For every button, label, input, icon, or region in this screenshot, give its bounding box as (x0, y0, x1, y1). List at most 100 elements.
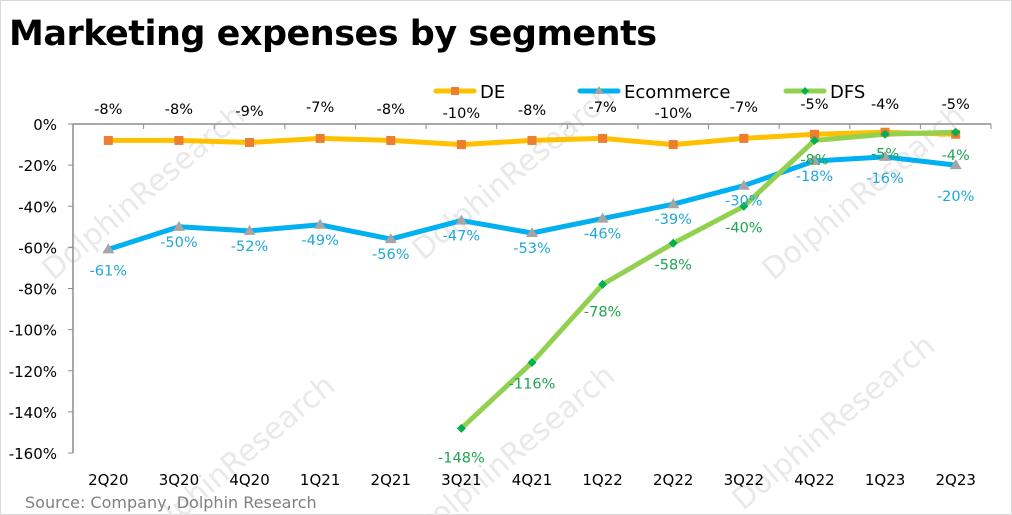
data-label-de: -5% (800, 97, 828, 113)
legend-label-ecommerce: Ecommerce (624, 82, 730, 103)
marker-ecommerce (949, 159, 962, 170)
marker-de (598, 133, 608, 143)
data-label-ecommerce: -30% (725, 194, 762, 210)
x-tick-label: 4Q20 (229, 471, 269, 489)
data-label-dfs: -148% (438, 450, 485, 466)
marker-ecommerce (808, 155, 821, 166)
x-tick-label: 2Q20 (88, 471, 128, 489)
marker-de (668, 140, 678, 150)
legend-label-de: DE (480, 82, 505, 103)
data-label-ecommerce: -52% (231, 239, 268, 255)
marker-ecommerce (314, 218, 327, 229)
marker-dfs (527, 358, 537, 368)
data-label-ecommerce: -49% (301, 233, 338, 249)
x-tick-label: 4Q21 (512, 471, 552, 489)
x-tick-label: 1Q21 (300, 471, 340, 489)
data-label-de: -8% (518, 103, 546, 119)
marker-dfs (880, 129, 890, 139)
marker-dfs (809, 135, 819, 145)
marker-dfs (951, 127, 961, 137)
x-tick-label: 2Q23 (935, 471, 975, 489)
data-label-dfs: -116% (509, 377, 556, 393)
y-tick-label: -80% (18, 281, 57, 299)
marker-de (386, 135, 396, 145)
y-tick-label: -100% (9, 322, 57, 340)
marker-de (456, 140, 466, 150)
marker-ecommerce (102, 243, 115, 254)
marker-dfs (456, 423, 466, 433)
marker-de (315, 133, 325, 143)
x-tick-label: 1Q22 (582, 471, 622, 489)
marker-ecommerce (455, 214, 468, 225)
marker-de (245, 138, 255, 148)
data-label-ecommerce: -16% (866, 171, 903, 187)
data-label-dfs: -40% (725, 220, 762, 236)
data-label-dfs: -5% (871, 146, 899, 162)
x-tick-label: 3Q20 (159, 471, 199, 489)
legend: DE Ecommerce DFS (433, 82, 865, 103)
series-line-dfs (458, 129, 959, 431)
x-tick-label: 2Q22 (653, 471, 693, 489)
marker-de (739, 133, 749, 143)
data-label-ecommerce: -50% (160, 235, 197, 251)
y-tick-label: -160% (9, 445, 57, 463)
legend-marker-de (451, 87, 459, 95)
legend-label-dfs: DFS (830, 82, 865, 103)
data-labels: -8% -8% -9% -7% -8% -10% -8% -7% -10% -7% -5% -4% -5… (90, 97, 975, 466)
data-label-ecommerce: -20% (937, 189, 974, 205)
chart-title: Marketing expenses by segments (9, 14, 657, 54)
y-tick-label: 0% (33, 116, 57, 134)
x-tick-label: 4Q22 (794, 471, 834, 489)
legend-item-dfs: DFS (783, 82, 865, 103)
data-label-de: -8% (377, 102, 405, 118)
source-note: Source: Company, Dolphin Research (25, 493, 317, 512)
data-label-de: -7% (306, 100, 334, 116)
data-label-ecommerce: -47% (443, 229, 480, 245)
data-label-de: -10% (654, 106, 691, 122)
marker-ecommerce (526, 226, 538, 237)
marker-dfs (739, 201, 749, 211)
data-label-de: -8% (94, 102, 122, 118)
marker-ecommerce (596, 212, 609, 223)
marker-ecommerce (172, 220, 185, 231)
marker-ecommerce (243, 224, 256, 235)
legend-item-ecommerce: Ecommerce (577, 82, 730, 103)
data-label-ecommerce: -61% (90, 263, 127, 279)
y-tick-label: -140% (9, 404, 57, 422)
marker-ecommerce (384, 233, 397, 244)
marker-ecommerce (879, 150, 892, 161)
series-markers (102, 127, 962, 433)
x-tick-label: 3Q21 (441, 471, 481, 489)
data-label-dfs: -78% (584, 304, 621, 320)
marker-de (103, 135, 113, 145)
data-label-de: -10% (443, 106, 480, 122)
marker-ecommerce (737, 179, 750, 190)
data-label-de: -7% (730, 100, 758, 116)
legend-marker-ecommerce (594, 86, 604, 94)
y-tick-label: -20% (18, 157, 57, 175)
marker-de (809, 129, 819, 139)
y-tick-label: -120% (9, 363, 57, 381)
marker-de (174, 135, 184, 145)
data-label-de: -5% (942, 97, 970, 113)
marker-de (527, 135, 537, 145)
marker-dfs (598, 279, 608, 289)
data-label-dfs: -58% (654, 257, 691, 273)
marker-ecommerce (667, 198, 680, 209)
data-label-dfs: -8% (800, 152, 828, 168)
data-label-ecommerce: -53% (513, 241, 550, 257)
data-label-ecommerce: -39% (654, 212, 691, 228)
legend-item-de: DE (433, 82, 505, 103)
legend-marker-dfs (801, 87, 809, 95)
data-label-ecommerce: -56% (372, 247, 409, 263)
data-label-ecommerce: -18% (796, 169, 833, 185)
x-tick-label: 3Q22 (724, 471, 764, 489)
data-label-de: -4% (871, 97, 899, 113)
data-label-de: -9% (235, 104, 263, 120)
data-label-de: -7% (588, 100, 616, 116)
data-label-ecommerce: -46% (584, 227, 621, 243)
x-tick-label: 1Q23 (865, 471, 905, 489)
marker-dfs (668, 238, 678, 248)
